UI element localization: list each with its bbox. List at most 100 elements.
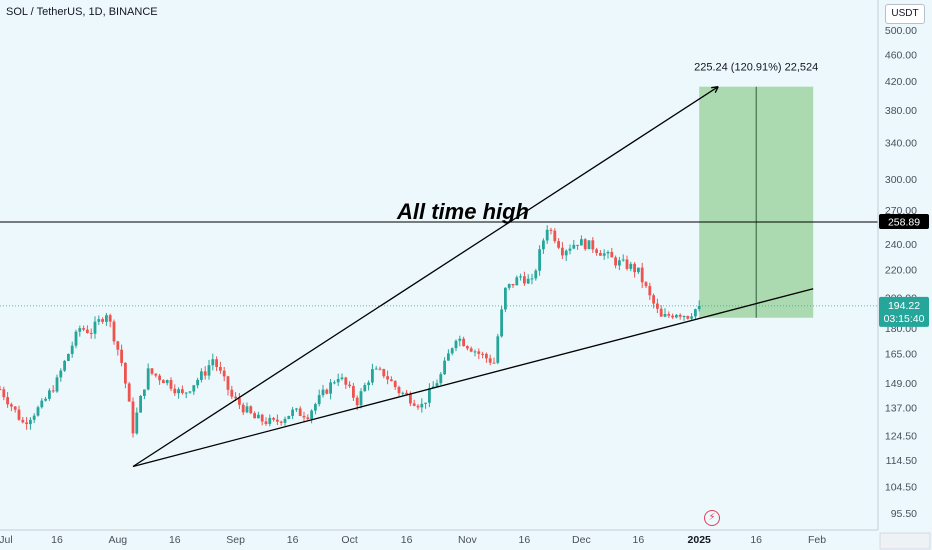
price-tick-label: 460.00 xyxy=(885,49,917,61)
candle-body xyxy=(25,422,28,425)
axis-corner xyxy=(879,532,931,550)
candle-body xyxy=(690,316,693,319)
ath-price-label: 258.89 xyxy=(888,217,920,229)
symbol-title[interactable]: SOL / TetherUS, 1D, BINANCE xyxy=(6,6,158,18)
candle-body xyxy=(488,358,492,363)
candle-body xyxy=(595,249,598,253)
candle-body xyxy=(424,402,427,404)
candle-body xyxy=(557,241,560,248)
candle-body xyxy=(105,315,108,322)
candle-body xyxy=(162,380,165,384)
candle-body xyxy=(97,319,101,322)
candle-body xyxy=(120,349,123,363)
candle-body xyxy=(17,409,21,420)
candle-body xyxy=(89,332,93,334)
candle-body xyxy=(295,408,298,410)
candle-body xyxy=(466,346,469,349)
price-tick-label: 270.00 xyxy=(885,205,917,217)
candle-body xyxy=(694,309,697,317)
candle-body xyxy=(352,386,355,398)
candle-body xyxy=(188,391,192,393)
candle-body xyxy=(93,321,97,334)
candle-body xyxy=(435,383,439,387)
time-tick-label: 16 xyxy=(401,534,413,546)
time-tick-label: Nov xyxy=(458,534,477,546)
candle-body xyxy=(682,315,686,317)
candle-body xyxy=(496,336,500,363)
candle-body xyxy=(158,375,161,381)
candle-body xyxy=(196,379,199,386)
time-tick-label: 2025 xyxy=(688,534,712,546)
earnings-event-icon[interactable]: ⚡ xyxy=(704,510,720,526)
price-tick-label: 380.00 xyxy=(885,105,917,117)
trendline-upper[interactable] xyxy=(132,86,719,468)
candle-body xyxy=(367,382,370,386)
candle-body xyxy=(671,315,674,318)
candle-body xyxy=(124,362,127,384)
time-tick-label: Aug xyxy=(108,534,127,546)
candle-body xyxy=(264,421,268,424)
candle-body xyxy=(504,287,507,310)
candle-body xyxy=(686,315,690,319)
candle-body xyxy=(359,391,363,406)
candle-body xyxy=(192,385,196,392)
price-tick-label: 500.00 xyxy=(885,25,917,37)
candle-body xyxy=(371,369,374,383)
candle-body xyxy=(207,365,211,376)
candle-body xyxy=(659,308,663,317)
candle-body xyxy=(374,368,378,370)
candle-body xyxy=(276,419,279,422)
time-tick-label: 16 xyxy=(633,534,645,546)
time-tick-label: Oct xyxy=(341,534,357,546)
candle-body xyxy=(428,388,431,403)
candle-body xyxy=(587,240,591,250)
candle-body xyxy=(667,314,671,316)
measure-label: 225.24 (120.91%) 22,524 xyxy=(694,62,818,74)
candle-body xyxy=(6,397,9,405)
candle-body xyxy=(234,396,237,399)
candle-body xyxy=(226,376,230,390)
ath-price-tag xyxy=(879,214,929,230)
candle-body xyxy=(678,314,682,317)
candle-body xyxy=(29,419,32,425)
trendline-lower[interactable] xyxy=(132,288,814,468)
candle-body xyxy=(101,319,104,322)
candle-body xyxy=(481,353,484,355)
candle-body xyxy=(253,413,256,419)
candle-body xyxy=(405,392,408,395)
candle-body xyxy=(310,410,313,420)
time-tick-label: Dec xyxy=(572,534,591,546)
ath-annotation: All time high xyxy=(396,199,529,224)
candle-body xyxy=(51,390,55,392)
candle-body xyxy=(249,406,253,414)
candle-body xyxy=(78,328,82,332)
candle-body xyxy=(306,417,310,420)
candle-body xyxy=(203,371,207,376)
candle-body xyxy=(222,370,226,377)
time-tick-label: 16 xyxy=(169,534,181,546)
currency-button[interactable]: USDT xyxy=(885,4,925,24)
candle-body xyxy=(211,359,215,366)
candle-body xyxy=(181,389,184,394)
candle-body xyxy=(268,417,272,424)
candle-body xyxy=(523,276,526,284)
candle-body xyxy=(629,263,633,269)
candle-body xyxy=(454,340,458,349)
candle-body xyxy=(469,348,473,352)
candle-body xyxy=(644,282,648,287)
candle-body xyxy=(200,371,203,380)
candle-body xyxy=(67,353,70,361)
candle-body xyxy=(146,368,150,390)
candle-body xyxy=(173,388,177,394)
candle-body xyxy=(40,400,44,408)
candle-body xyxy=(625,259,629,269)
price-tick-label: 340.00 xyxy=(885,138,917,150)
candle-body xyxy=(336,378,340,383)
candle-body xyxy=(108,315,112,322)
candle-body xyxy=(450,348,454,354)
candle-body xyxy=(477,351,481,354)
candle-body xyxy=(283,418,287,423)
candle-body xyxy=(447,353,450,361)
